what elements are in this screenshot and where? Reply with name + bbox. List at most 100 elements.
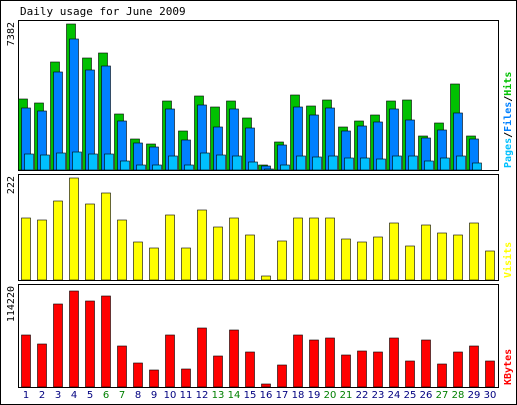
visits-bar-visits-day-4 [69, 177, 79, 281]
hits-bar-pages-day-9 [152, 164, 162, 171]
visits-bar-visits-day-29 [469, 222, 479, 281]
visits-bar-visits-day-7 [117, 219, 127, 281]
kbytes-bar-kbytes-day-15 [245, 351, 255, 388]
hits-bar-pages-day-11 [184, 164, 194, 171]
kbytes-bar-kbytes-day-13 [213, 355, 223, 388]
day-label-28: 28 [452, 390, 465, 401]
kbytes-panel: 114220 KBytes [6, 284, 514, 388]
visits-bar-visits-day-15 [245, 234, 255, 281]
visits-panel: 222 Visits [6, 174, 514, 281]
day-axis-labels: 1 2 3 4 5 6 7 8 9 10 11 12 13 14 15 16 17 18 19 20 21 22 23 24 2… [23, 390, 497, 401]
kbytes-bar-kbytes-day-14 [229, 329, 239, 388]
day-label-10: 10 [164, 390, 177, 401]
day-label-1: 1 [23, 390, 29, 401]
legend-part: Pages [503, 138, 514, 168]
hits-bar-pages-day-14 [232, 155, 242, 171]
day-label-5: 5 [87, 390, 93, 401]
hits-bar-pages-day-19 [312, 156, 322, 171]
day-label-2: 2 [39, 390, 45, 401]
visits-bar-visits-day-16 [261, 275, 271, 281]
hits-bar-pages-day-21 [344, 157, 354, 171]
visits-bar-visits-day-21 [341, 238, 351, 281]
kbytes-bar-kbytes-day-6 [101, 295, 111, 388]
kbytes-bar-kbytes-day-17 [277, 364, 287, 388]
day-label-9: 9 [151, 390, 157, 401]
day-label-16: 16 [260, 390, 273, 401]
kbytes-bar-kbytes-day-25 [405, 360, 415, 388]
kbytes-bar-kbytes-day-3 [53, 303, 63, 388]
legend-part: / [503, 132, 514, 138]
chart-title: Daily usage for June 2009 [20, 5, 186, 18]
hits-bar-pages-day-1 [24, 153, 34, 171]
day-label-4: 4 [71, 390, 77, 401]
hits-bar-pages-day-27 [440, 157, 450, 171]
kbytes-bar-kbytes-day-10 [165, 334, 175, 388]
hits-bar-pages-day-13 [216, 154, 226, 171]
visits-panel-frame [18, 174, 499, 281]
hits-bar-pages-day-15 [248, 161, 258, 171]
visits-bar-visits-day-13 [213, 226, 223, 281]
visits-bar-visits-day-28 [453, 234, 463, 281]
day-label-20: 20 [324, 390, 337, 401]
kbytes-bar-kbytes-day-9 [149, 369, 159, 388]
kbytes-bar-kbytes-day-24 [389, 337, 399, 388]
hits-bar-pages-day-3 [56, 152, 66, 171]
kbytes-bar-kbytes-day-22 [357, 350, 367, 388]
visits-bar-visits-day-19 [309, 217, 319, 281]
hits-max-label: 7382 [6, 22, 17, 46]
day-label-24: 24 [388, 390, 401, 401]
legend-part: / [503, 96, 514, 102]
visits-bar-visits-day-20 [325, 217, 335, 281]
day-label-13: 13 [212, 390, 225, 401]
hits-bar-pages-day-6 [104, 153, 114, 171]
hits-bar-pages-day-10 [168, 155, 178, 171]
day-label-15: 15 [244, 390, 257, 401]
hits-bar-pages-day-29 [472, 162, 482, 171]
hits-bar-pages-day-7 [120, 160, 130, 171]
hits-bar-pages-day-24 [392, 155, 402, 171]
day-label-17: 17 [276, 390, 289, 401]
kbytes-bar-kbytes-day-8 [133, 362, 143, 388]
visits-max-label: 222 [6, 176, 17, 194]
visits-bar-visits-day-12 [197, 209, 207, 281]
hits-bar-pages-day-25 [408, 155, 418, 171]
kbytes-bar-kbytes-day-2 [37, 343, 47, 388]
day-label-12: 12 [196, 390, 209, 401]
day-label-26: 26 [420, 390, 433, 401]
kbytes-bar-kbytes-day-23 [373, 351, 383, 388]
hits-bar-pages-day-5 [88, 153, 98, 171]
visits-bar-visits-day-1 [21, 217, 31, 281]
hits-bar-pages-day-20 [328, 155, 338, 171]
hits-bar-pages-day-22 [360, 157, 370, 171]
kbytes-panel-frame [18, 284, 499, 388]
kbytes-bar-kbytes-day-21 [341, 354, 351, 388]
day-label-29: 29 [468, 390, 481, 401]
visits-bar-visits-day-5 [85, 203, 95, 281]
kbytes-bar-kbytes-day-29 [469, 345, 479, 388]
hits-bar-pages-day-18 [296, 155, 306, 171]
visits-legend: Visits [502, 242, 514, 278]
kbytes-bar-kbytes-day-26 [421, 339, 431, 388]
hits-bar-pages-day-17 [280, 164, 290, 171]
day-label-18: 18 [292, 390, 305, 401]
kbytes-bar-kbytes-day-30 [485, 360, 495, 388]
day-label-23: 23 [372, 390, 385, 401]
hits-bar-pages-day-16 [264, 168, 274, 171]
day-label-22: 22 [356, 390, 369, 401]
legend-part: KBytes [503, 349, 514, 385]
visits-bar-visits-day-17 [277, 240, 287, 281]
kbytes-bar-kbytes-day-1 [21, 334, 31, 388]
day-label-14: 14 [228, 390, 241, 401]
day-label-25: 25 [404, 390, 417, 401]
visits-bar-visits-day-14 [229, 217, 239, 281]
day-label-30: 30 [484, 390, 497, 401]
visits-bar-visits-day-3 [53, 200, 63, 281]
visits-bar-visits-day-27 [437, 232, 447, 281]
day-label-19: 19 [308, 390, 321, 401]
day-label-11: 11 [180, 390, 193, 401]
visits-bar-visits-day-22 [357, 241, 367, 281]
hits-bar-pages-day-12 [200, 152, 210, 171]
hits-bar-pages-day-4 [72, 151, 82, 171]
kbytes-bar-kbytes-day-20 [325, 337, 335, 388]
